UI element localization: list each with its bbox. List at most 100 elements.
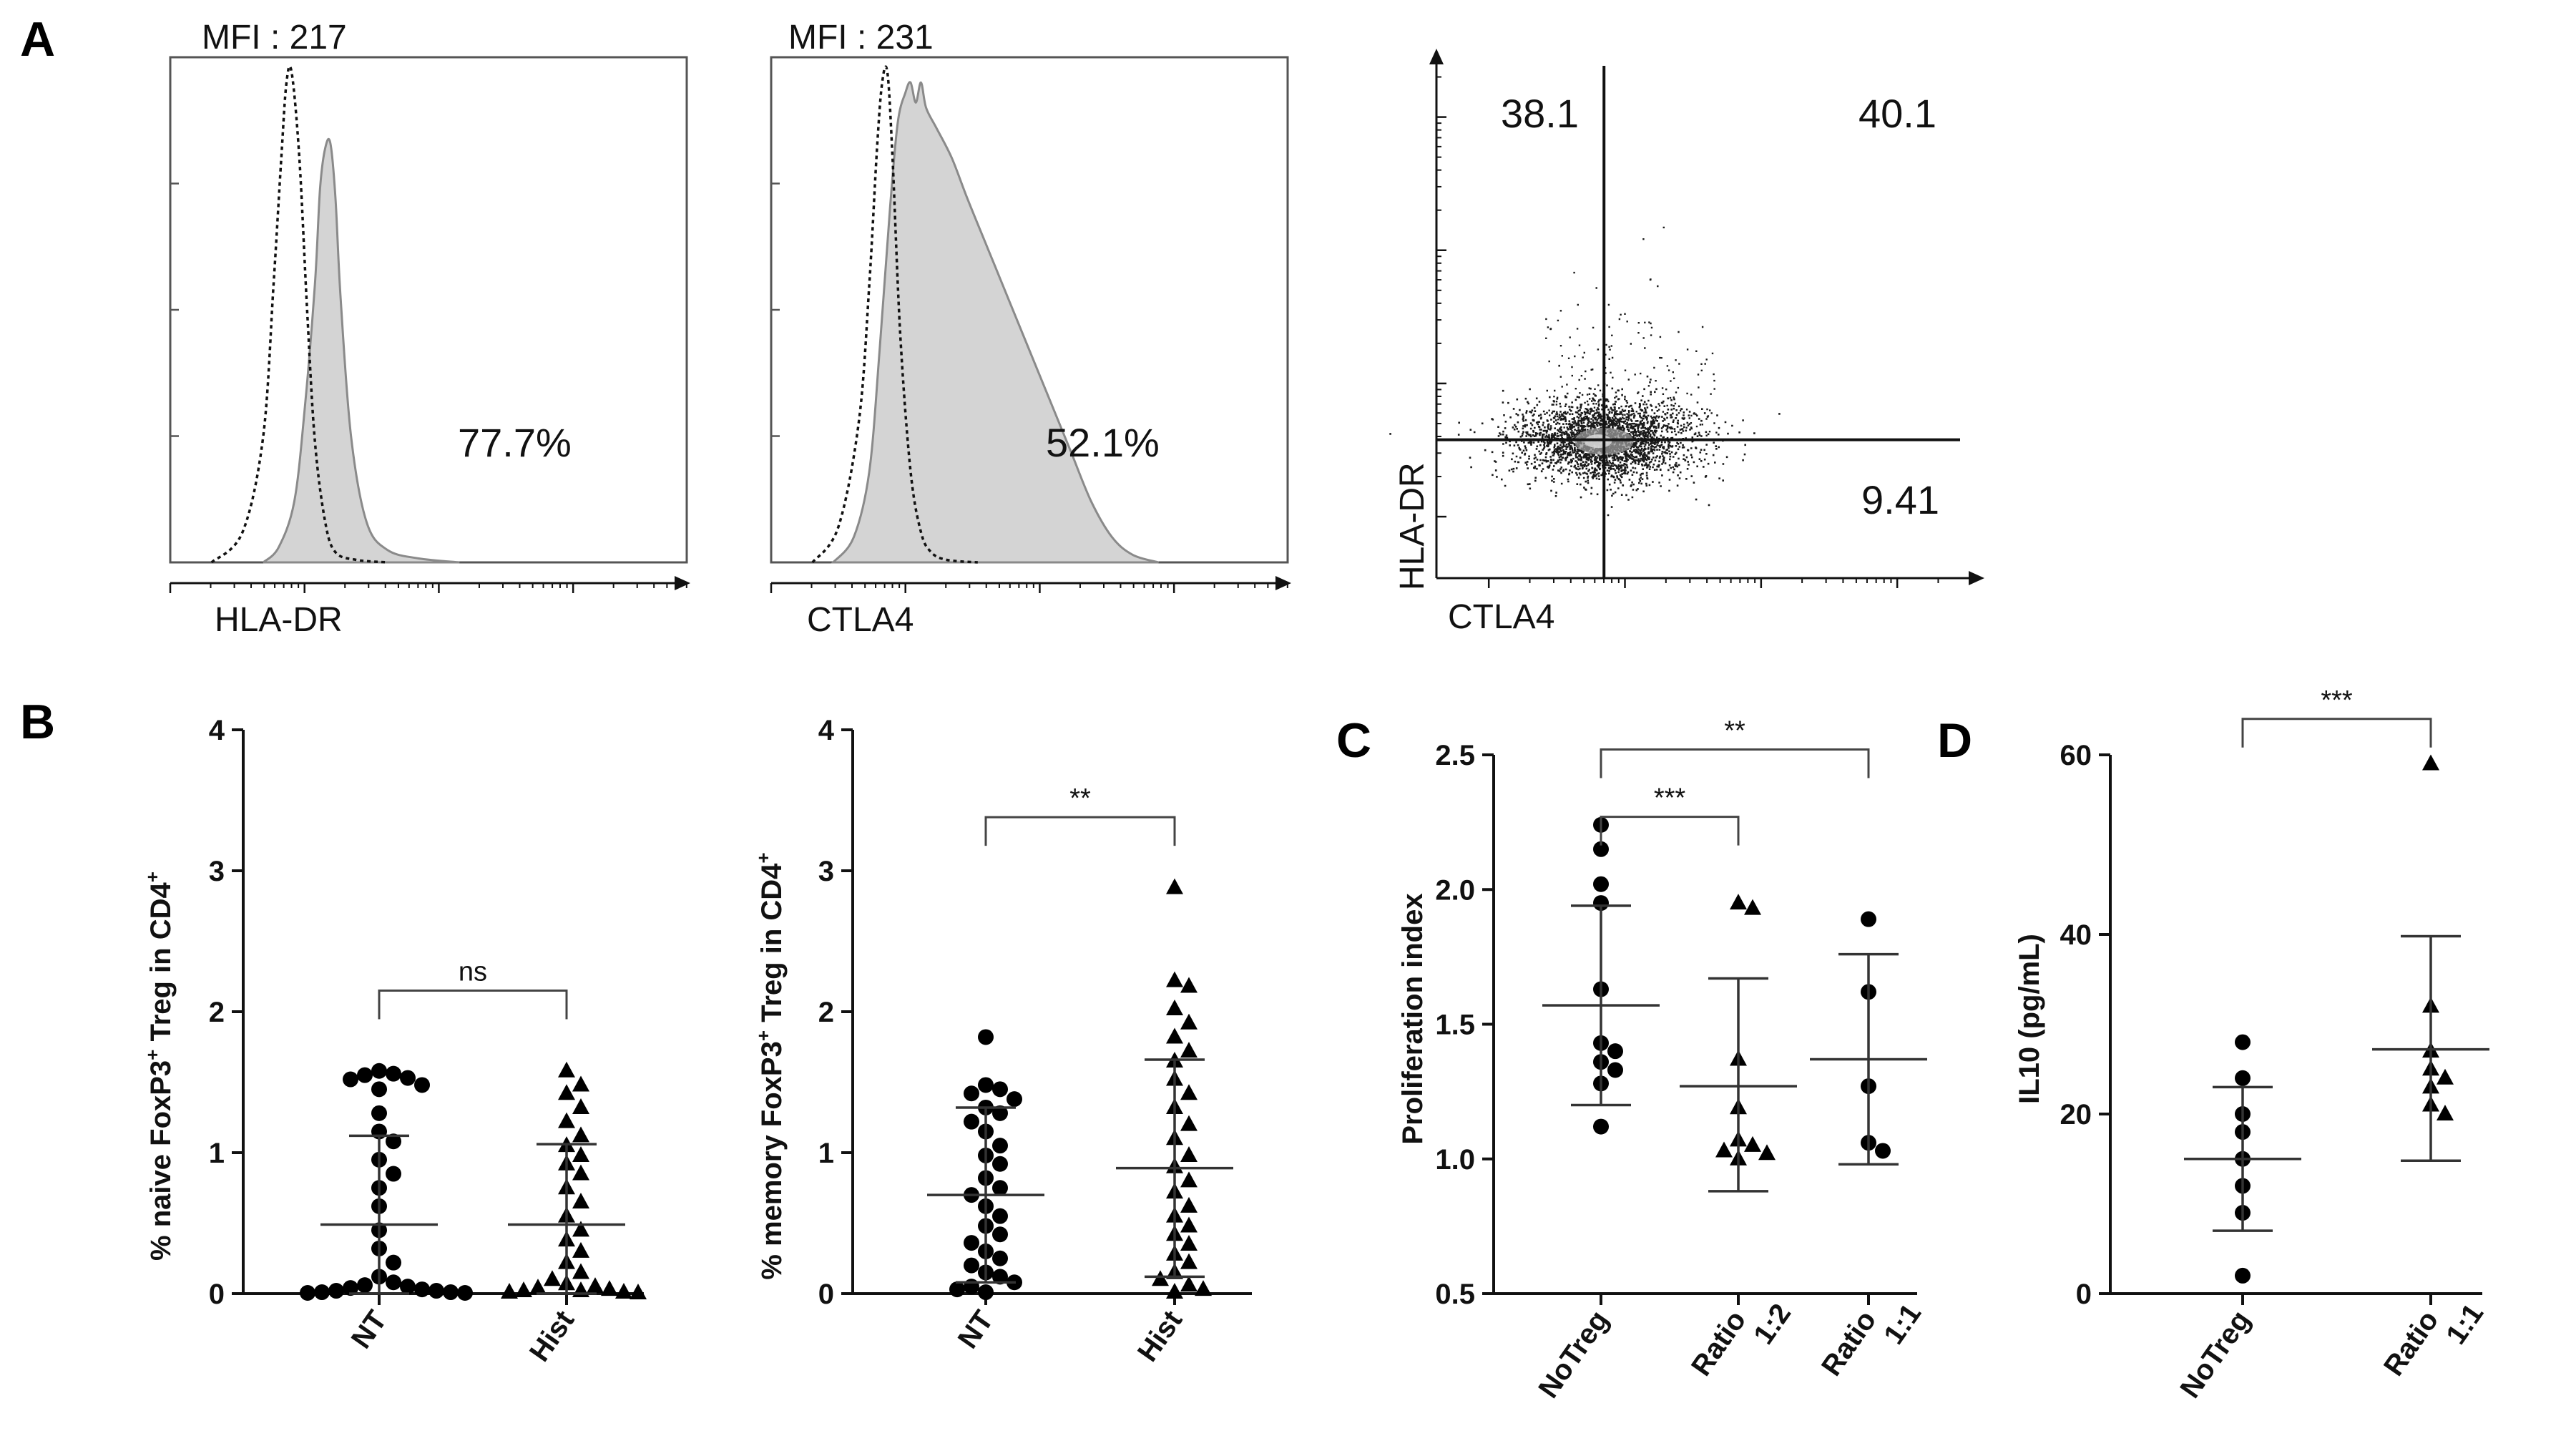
dotplot-quadrant-ur: 40.1 — [1858, 91, 1936, 136]
data-point — [572, 1126, 589, 1143]
data-point — [357, 1277, 373, 1294]
significance-bracket — [1600, 748, 1870, 778]
panel-letter-c: C — [1336, 713, 1371, 768]
y-tick-label: 0.5 — [1435, 1279, 1475, 1310]
data-point — [978, 1284, 994, 1301]
data-point — [343, 1071, 358, 1088]
dotplot-axes — [1429, 49, 1984, 588]
dotplot-events — [1389, 226, 1781, 517]
il10-ylabel: IL10 (pg/mL) — [2014, 934, 2045, 1104]
y-tick-label: 1 — [209, 1138, 225, 1169]
data-point — [328, 1283, 344, 1299]
data-point — [978, 1077, 994, 1093]
y-tick-label: 3 — [209, 856, 225, 887]
data-point — [1180, 1115, 1198, 1131]
data-point — [992, 1250, 1008, 1266]
data-point — [1861, 911, 1876, 927]
data-point — [501, 1283, 518, 1299]
dotplot: 38.1 40.1 9.41 CTLA4 HLA-DR — [1389, 49, 1984, 636]
hist-ctla4-xlabel: CTLA4 — [807, 601, 914, 639]
data-point — [1758, 1144, 1776, 1161]
data-point — [1195, 1280, 1212, 1296]
hist-ctla4-x-arrow — [1275, 576, 1291, 590]
histogram-hla-dr: MFI : 217 77.7% HLA-DR — [169, 19, 690, 639]
hist-hla-ticks — [169, 182, 690, 593]
data-point — [992, 1081, 1008, 1098]
data-point — [515, 1281, 532, 1298]
data-point — [1166, 1283, 1183, 1299]
y-tick-label: 0 — [2076, 1279, 2092, 1310]
data-point — [529, 1279, 547, 1295]
hist-ctla4-annotation: MFI : 231 — [788, 19, 934, 57]
hist-hla-x-arrow — [675, 576, 690, 590]
data-point — [400, 1070, 416, 1086]
data-point — [630, 1284, 647, 1300]
data-point — [2235, 1267, 2251, 1284]
significance-bracket — [984, 816, 1176, 846]
data-point — [1730, 894, 1747, 910]
data-point — [1593, 1118, 1609, 1135]
data-point — [992, 1138, 1008, 1154]
data-point — [314, 1284, 330, 1301]
panel-letter-d: D — [1937, 713, 1972, 768]
hist-hla-annotation: MFI : 217 — [202, 19, 347, 57]
y-tick-label: 1.5 — [1435, 1010, 1475, 1041]
data-point — [1166, 878, 1183, 894]
data-point — [1166, 971, 1183, 987]
data-point — [386, 1274, 401, 1291]
data-point — [2437, 1105, 2454, 1120]
data-point — [964, 1257, 979, 1274]
data-point — [1180, 1042, 1198, 1058]
y-tick-label: 2.0 — [1435, 874, 1475, 906]
data-point — [964, 1113, 979, 1130]
y-tick-label: 3 — [818, 856, 834, 887]
y-tick-label: 60 — [2060, 740, 2092, 771]
significance-label: ** — [1724, 715, 1745, 746]
data-point — [371, 1063, 387, 1079]
data-point — [1180, 1146, 1198, 1162]
y-tick-label: 1.0 — [1435, 1144, 1475, 1176]
y-tick-label: 0 — [818, 1279, 834, 1310]
data-point — [964, 1235, 979, 1251]
data-point — [1180, 1196, 1198, 1213]
data-point — [400, 1279, 416, 1295]
data-point — [2437, 1068, 2454, 1085]
dotplot-y-arrow — [1429, 49, 1444, 64]
data-point — [2235, 1070, 2251, 1086]
data-point — [572, 1164, 589, 1181]
hist-ctla4-curves — [811, 65, 1159, 564]
data-point — [371, 1105, 387, 1121]
panel-letter-a: A — [20, 12, 55, 67]
data-point — [601, 1280, 618, 1296]
hist-ctla4-ticks — [770, 182, 1291, 593]
hist-hla-control-curve — [210, 64, 388, 564]
data-point — [572, 1241, 589, 1258]
y-tick-label: 4 — [209, 715, 225, 746]
data-point — [2235, 1034, 2251, 1050]
data-point — [1180, 1235, 1198, 1251]
data-point — [978, 1029, 994, 1045]
dotplot-quadrant-ul: 38.1 — [1501, 91, 1579, 136]
y-tick-label: 2 — [209, 997, 225, 1028]
data-point — [414, 1077, 430, 1093]
data-point — [300, 1285, 315, 1301]
significance-bracket — [1600, 816, 1740, 846]
data-point — [1166, 1027, 1183, 1044]
data-point — [572, 1075, 589, 1092]
data-point — [1593, 876, 1609, 892]
data-point — [386, 1065, 401, 1082]
hist-hla-stained-curve — [262, 137, 460, 564]
data-point — [386, 1166, 401, 1182]
hist-ctla4-percent: 52.1% — [1046, 420, 1160, 465]
data-point — [1744, 1135, 1761, 1152]
histogram-ctla4: MFI : 231 52.1% CTLA4 — [770, 19, 1291, 639]
hist-hla-percent: 77.7% — [458, 420, 572, 465]
dotplot-x-arrow — [1969, 571, 1984, 585]
data-point — [992, 1105, 1008, 1121]
data-point — [414, 1281, 430, 1298]
dotplot-xlabel: CTLA4 — [1448, 598, 1554, 636]
data-point — [1152, 1270, 1169, 1286]
